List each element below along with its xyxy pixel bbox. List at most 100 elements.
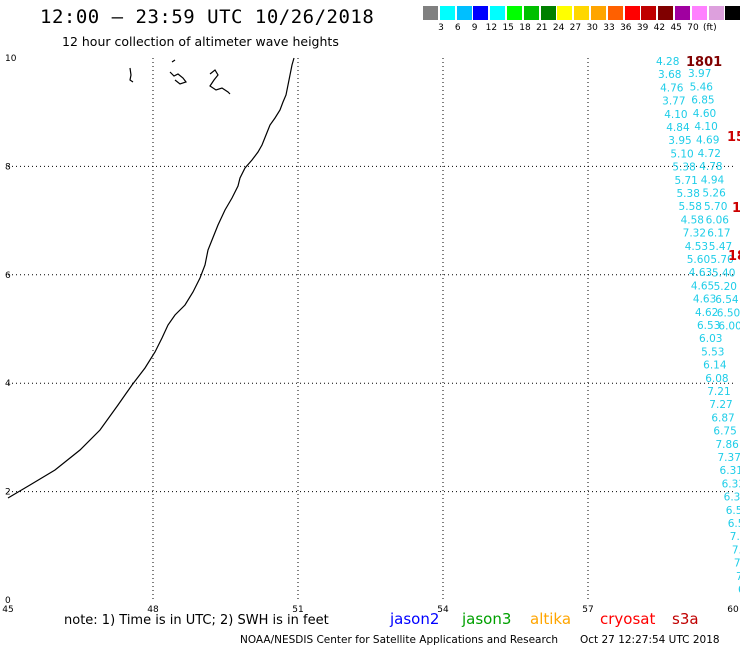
scale-swatch <box>725 6 740 20</box>
scale-label: 36 <box>620 23 632 33</box>
wave-height-label: 7.27 <box>709 399 732 411</box>
wave-height-label: 4.63 <box>689 267 712 279</box>
wave-height-label: 6.14 <box>703 360 727 372</box>
scale-label: 21 <box>536 23 548 33</box>
wave-height-label: 6.54 <box>715 294 739 306</box>
x-tick-label: 45 <box>2 605 13 615</box>
scale-label: 12 <box>485 23 498 33</box>
wave-height-label: 7.21 <box>707 386 730 398</box>
scale-label: 70 <box>687 23 699 33</box>
y-tick-label: 4 <box>5 379 11 389</box>
wave-height-label: 6.03 <box>699 333 722 345</box>
scale-label: 15 <box>502 23 514 33</box>
scale-swatch <box>557 6 573 20</box>
scale-swatch <box>641 6 657 20</box>
y-tick-label: 6 <box>5 271 11 281</box>
scale-label: 33 <box>603 23 615 33</box>
wave-height-label: 5.53 <box>701 346 724 358</box>
satellite-legend-jason2: jason2 <box>390 610 440 628</box>
wave-height-label: 6.00 <box>718 321 740 333</box>
wave-height-label: 4.63 <box>693 294 716 306</box>
wave-height-label-red: 18 <box>728 249 740 264</box>
wave-height-label: 5.46 <box>690 81 714 93</box>
scale-label: 24 <box>552 23 565 33</box>
scale-swatch <box>675 6 690 20</box>
wave-height-label: 7.13 <box>730 531 740 543</box>
wave-height-label: 6.33 <box>722 478 740 490</box>
wave-height-label: 5.47 <box>709 241 732 253</box>
scale-swatch <box>523 6 539 20</box>
x-tick-label: 60 <box>727 605 739 615</box>
wave-height-label: 5.38 <box>677 188 700 200</box>
satellite-legend-jason3: jason3 <box>462 610 512 628</box>
wave-height-label-red: 1801 <box>686 55 722 70</box>
wave-height-label: 6.75 <box>713 426 736 438</box>
scale-swatch <box>691 6 707 20</box>
wave-height-label: 6.53 <box>728 518 740 530</box>
wave-height-label: 7.38 <box>734 558 740 570</box>
wave-height-label: 4.10 <box>664 109 687 121</box>
scale-swatch <box>540 6 556 20</box>
wave-height-label: 5.58 <box>679 201 702 213</box>
wave-height-label: 7.37 <box>718 452 740 464</box>
footer-note: note: 1) Time is in UTC; 2) SWH is in fe… <box>64 613 329 628</box>
y-tick-label: 10 <box>5 54 17 64</box>
wave-height-label: 3.77 <box>662 96 685 108</box>
wave-height-label: 4.72 <box>698 148 721 160</box>
wave-height-label: 5.71 <box>674 175 697 187</box>
x-tick-label: 54 <box>437 605 449 615</box>
coastline <box>7 57 295 499</box>
y-tick-label: 8 <box>5 162 11 172</box>
wave-height-label: 5.26 <box>702 188 726 200</box>
scale-swatch <box>574 6 590 20</box>
wave-height-label: 3.97 <box>688 68 711 80</box>
wave-height-label: 7.32 <box>683 228 706 240</box>
wave-height-label: 4.94 <box>701 174 725 186</box>
wave-height-label: 6.53 <box>697 320 720 332</box>
wave-height-label: 6.33 <box>724 492 740 504</box>
wave-height-label: 5.38 <box>672 162 695 174</box>
wave-height-label: 5.10 <box>670 148 693 160</box>
wave-height-label: 6.06 <box>706 214 730 226</box>
wave-height-label: 4.84 <box>666 122 690 134</box>
wave-height-label: 4.53 <box>685 241 708 253</box>
wave-height-label: 6.87 <box>711 412 734 424</box>
wave-height-label: 3.95 <box>668 135 691 147</box>
scale-label: 42 <box>653 23 666 33</box>
wave-height-label: 6.17 <box>707 228 730 240</box>
scale-swatch <box>456 6 472 20</box>
wave-height-label: 4.10 <box>694 121 717 133</box>
map-subtitle: 12 hour collection of altimeter wave hei… <box>62 34 339 49</box>
wave-height-label: 5.20 <box>714 281 737 293</box>
scale-swatch <box>507 6 522 20</box>
x-tick-label: 57 <box>582 605 593 615</box>
scale-swatch <box>607 6 623 20</box>
wave-height-label: 4.28 <box>656 56 679 68</box>
x-tick-label: 51 <box>292 605 303 615</box>
scale-label: 3 <box>438 23 444 33</box>
wave-height-label: 4.69 <box>696 135 719 147</box>
wave-height-label-red: 15 <box>727 130 740 145</box>
wave-height-label: 4.58 <box>681 214 704 226</box>
island-outline <box>169 59 187 85</box>
wave-height-label: 7.20 <box>732 544 740 556</box>
wave-height-label: 7.86 <box>715 439 739 451</box>
y-tick-label: 2 <box>5 488 11 498</box>
wave-height-label: 4.78 <box>699 161 722 173</box>
wave-height-label: 6.31 <box>720 465 740 477</box>
scale-label: 18 <box>519 23 531 33</box>
credit-text: NOAA/NESDIS Center for Satellite Applica… <box>240 634 558 646</box>
wave-height-label-red: 1 <box>732 201 740 216</box>
wave-height-label: 7.33 <box>736 571 740 583</box>
wave-height-label: 6.08 <box>705 373 728 385</box>
scale-label: (ft) <box>703 23 717 33</box>
scale-swatch <box>624 6 640 20</box>
island-outline <box>209 69 231 95</box>
wave-height-label: 4.76 <box>660 82 684 94</box>
scale-swatch <box>423 6 438 20</box>
scale-label: 6 <box>454 23 461 33</box>
wave-height-label: 4.60 <box>693 108 716 120</box>
x-tick-label: 48 <box>147 605 159 615</box>
scale-label: 9 <box>471 23 478 33</box>
